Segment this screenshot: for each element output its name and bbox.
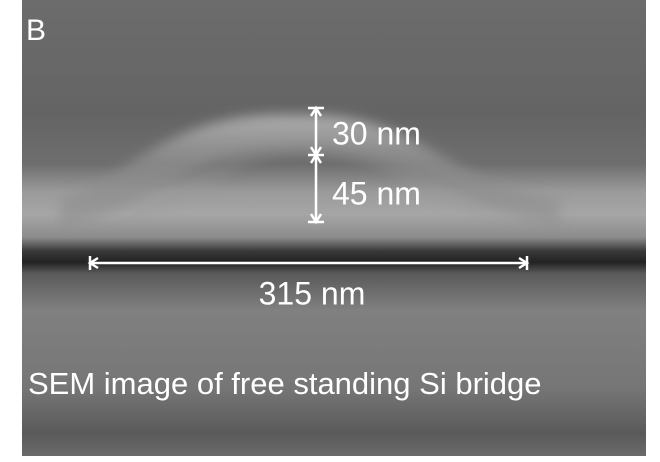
figure: B 30 nm 45 nm 315 nm SEM image of free s… [0, 0, 660, 462]
panel-label: B [26, 14, 46, 47]
caption: SEM image of free standing Si bridge [28, 366, 542, 401]
measurement-label: 315 nm [259, 275, 366, 311]
measurement-label: 45 nm [332, 175, 421, 211]
measurement-label: 30 nm [332, 115, 421, 151]
